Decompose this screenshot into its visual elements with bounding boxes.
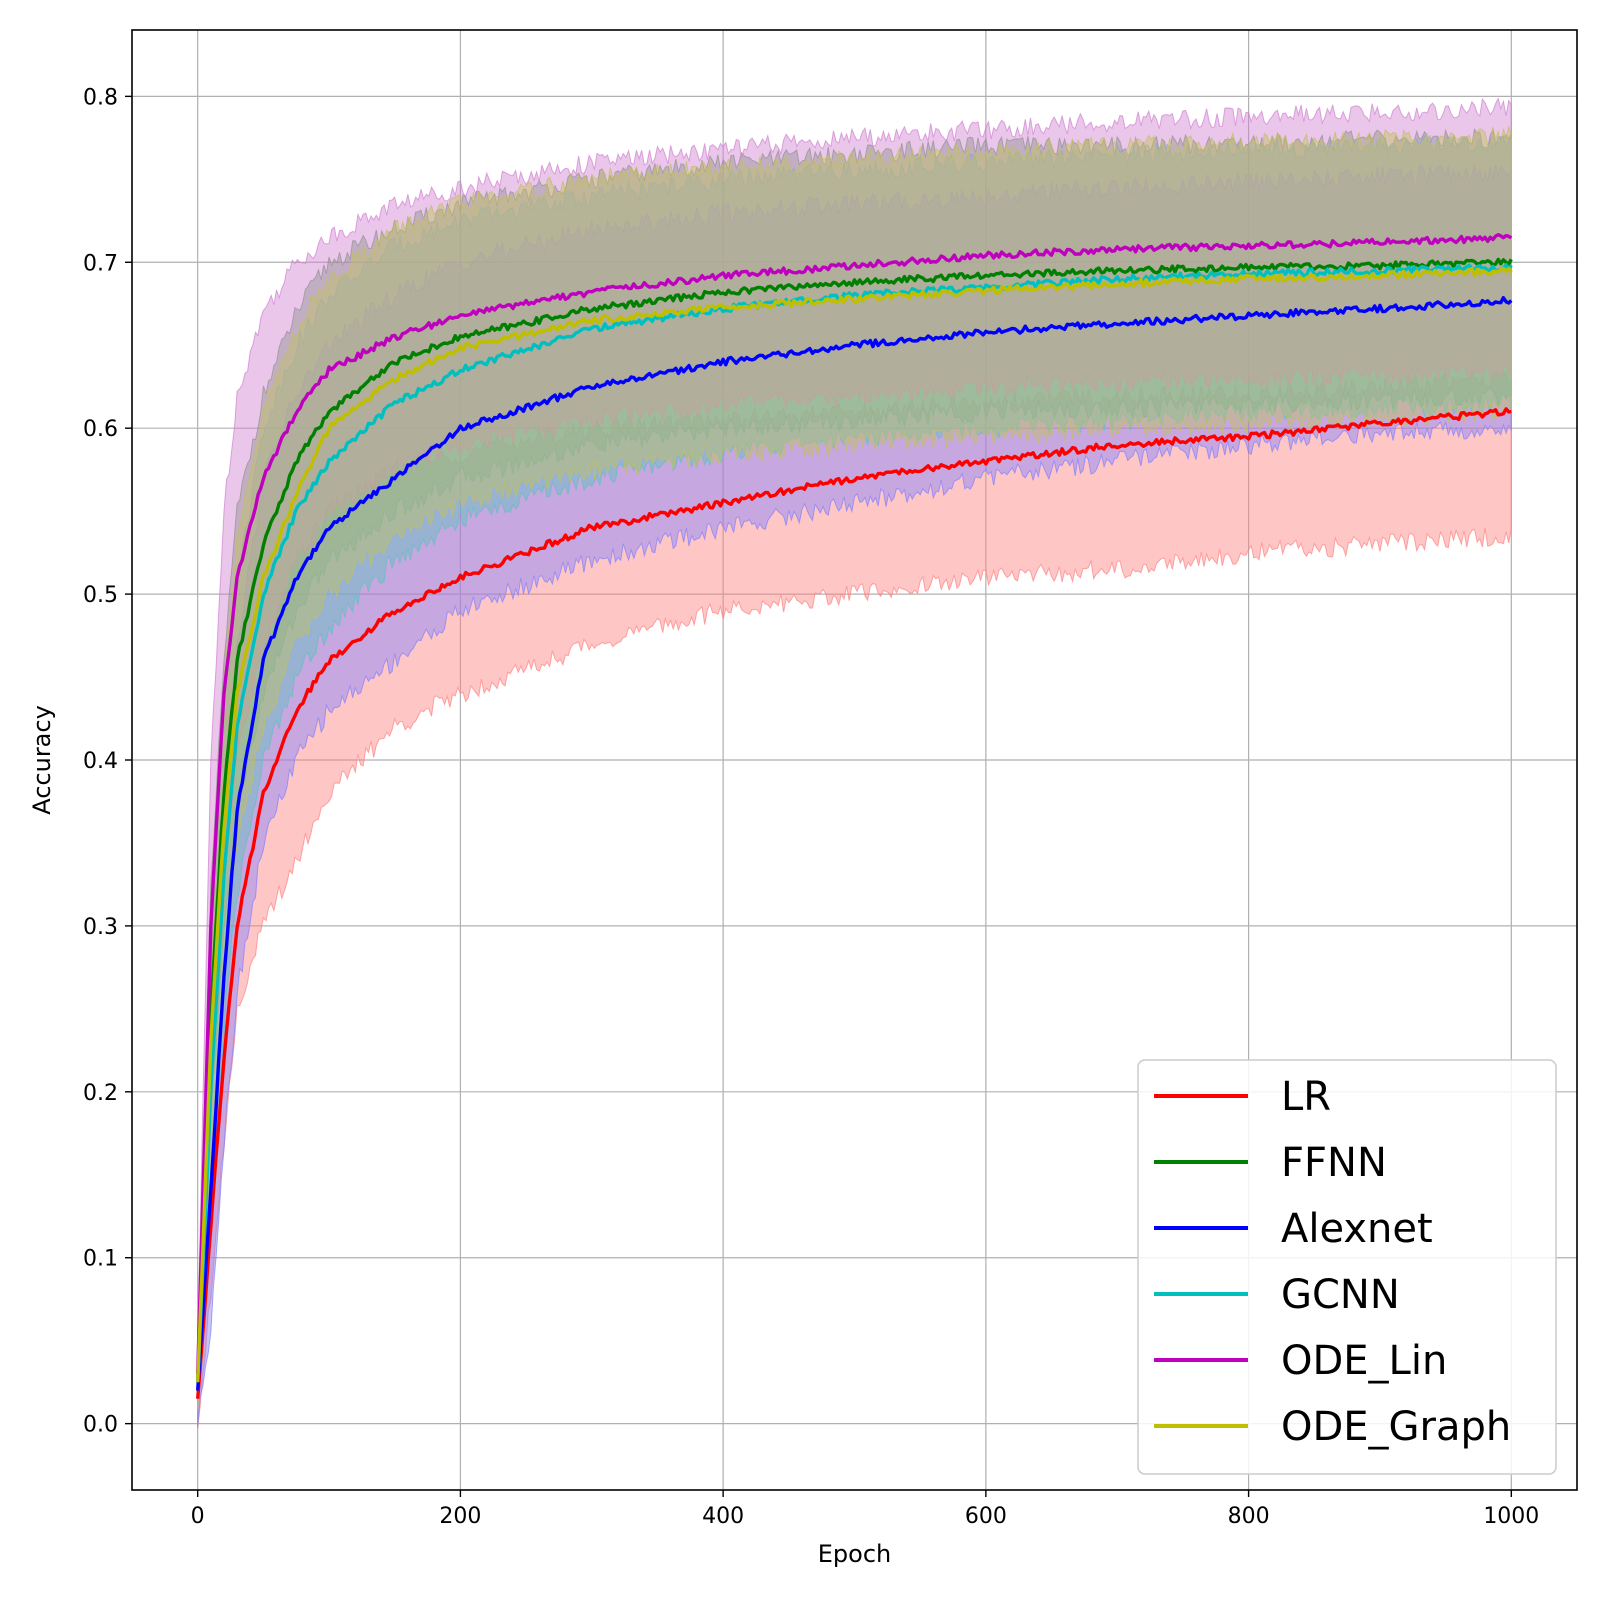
legend-label-GCNN: GCNN: [1281, 1272, 1400, 1318]
line-ODE_Lin: [196, 232, 1513, 1374]
line-GCNN: [196, 263, 1513, 1383]
x-tick-label: 0: [191, 1504, 205, 1529]
x-tick-label: 400: [702, 1504, 744, 1529]
x-axis-label: Epoch: [818, 1540, 892, 1568]
legend-label-ODE_Graph: ODE_Graph: [1281, 1404, 1511, 1450]
y-tick-label: 0.8: [83, 85, 118, 110]
band-ODE_Graph: [197, 125, 1512, 1412]
line-ODE_Graph: [196, 266, 1513, 1383]
legend-label-ODE_Lin: ODE_Lin: [1281, 1338, 1447, 1384]
line-FFNN: [196, 257, 1513, 1383]
legend-label-LR: LR: [1281, 1074, 1331, 1120]
x-tick-label: 200: [439, 1504, 481, 1529]
legend-label-FFNN: FFNN: [1281, 1140, 1387, 1186]
y-tick-label: 0.1: [83, 1247, 118, 1272]
line-LR: [196, 407, 1512, 1399]
y-axis-label: Accuracy: [28, 705, 56, 815]
x-tick-label: 600: [965, 1504, 1007, 1529]
x-tick-label: 1000: [1483, 1504, 1539, 1529]
band-Alexnet: [197, 164, 1512, 1428]
series-lines: [196, 232, 1513, 1399]
y-tick-label: 0.0: [83, 1413, 118, 1438]
axis-ticks: 0 200 400 600 800 1000 0.0 0.1 0.2 0.3 0.4 0.5 0.6 0.…: [83, 85, 1539, 1529]
y-tick-label: 0.7: [83, 251, 118, 276]
band-LR: [197, 370, 1512, 1429]
legend: LR FFNN Alexnet GCNN ODE_Lin ODE_Graph: [1137, 1059, 1557, 1475]
y-tick-label: 0.5: [83, 583, 118, 608]
line-Alexnet: [196, 296, 1513, 1391]
y-tick-label: 0.6: [83, 417, 118, 442]
x-tick-label: 800: [1228, 1504, 1270, 1529]
y-tick-label: 0.2: [83, 1081, 118, 1106]
confidence-bands: [197, 97, 1512, 1429]
legend-label-Alexnet: Alexnet: [1281, 1206, 1433, 1252]
y-tick-label: 0.4: [83, 749, 118, 774]
y-tick-label: 0.3: [83, 915, 118, 940]
